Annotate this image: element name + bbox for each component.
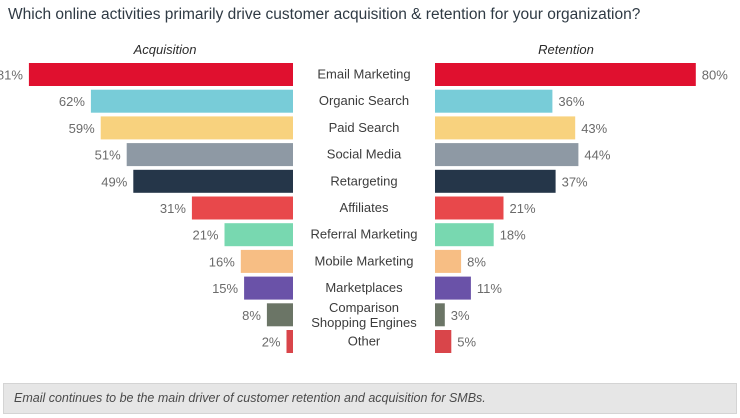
retention-bar-paid-search — [435, 116, 576, 140]
category-label-comparison-shopping-engines: Comparison Shopping Engines — [311, 300, 417, 330]
acquisition-value-organic-search: 62% — [59, 94, 85, 109]
acquisition-value-other: 2% — [262, 335, 281, 350]
retention-bar-social-media — [435, 143, 579, 167]
acquisition-bar-marketplaces — [244, 276, 293, 300]
acquisition-bar-affiliates — [191, 196, 293, 220]
acquisition-bar-referral-marketing — [224, 223, 293, 247]
category-label-social-media: Social Media — [327, 147, 402, 162]
category-label-email-marketing: Email Marketing — [317, 67, 410, 82]
category-label-marketplaces: Marketplaces — [325, 280, 403, 295]
acquisition-value-paid-search: 59% — [69, 121, 95, 136]
acquisition-value-affiliates: 31% — [160, 201, 186, 216]
retention-value-social-media: 44% — [584, 148, 610, 163]
category-label-retargeting: Retargeting — [330, 173, 397, 188]
retention-value-affiliates: 21% — [510, 201, 536, 216]
acquisition-value-referral-marketing: 21% — [192, 228, 218, 243]
acquisition-value-email-marketing: 81% — [0, 68, 23, 83]
acquisition-bar-mobile-marketing — [240, 249, 293, 273]
retention-bar-email-marketing — [435, 63, 696, 86]
category-label-organic-search: Organic Search — [319, 93, 409, 108]
retention-value-other: 5% — [457, 335, 476, 350]
retention-value-mobile-marketing: 8% — [467, 254, 486, 269]
footnote: Email continues to be the main driver of… — [3, 383, 737, 414]
category-label-mobile-marketing: Mobile Marketing — [315, 253, 414, 268]
acquisition-value-mobile-marketing: 16% — [209, 254, 235, 269]
retention-bar-comparison-shopping-engines — [435, 303, 445, 327]
retention-bar-other — [435, 330, 452, 353]
panel-label-acquisition: Acquisition — [133, 42, 197, 57]
retention-value-comparison-shopping-engines: 3% — [451, 308, 470, 323]
retention-bar-retargeting — [435, 169, 556, 193]
acquisition-value-comparison-shopping-engines: 8% — [242, 308, 261, 323]
retention-bar-referral-marketing — [435, 223, 494, 247]
retention-value-marketplaces: 11% — [477, 281, 502, 296]
panel-label-retention: Retention — [538, 42, 594, 57]
category-label-other: Other — [348, 334, 381, 349]
category-label-paid-search: Paid Search — [329, 120, 400, 135]
retention-bar-mobile-marketing — [435, 249, 462, 273]
chart-title: Which online activities primarily drive … — [8, 6, 641, 23]
acquisition-value-marketplaces: 15% — [212, 281, 238, 296]
acquisition-bar-email-marketing — [28, 63, 294, 86]
bars-layer: 81% 80% Email Marketing 62% 36% Organic Searc… — [0, 63, 728, 353]
acquisition-bar-retargeting — [133, 169, 293, 193]
butterfly-bar-chart: Acquisition Retention 81% 80% Email Market… — [0, 42, 728, 353]
retention-value-referral-marketing: 18% — [500, 228, 526, 243]
acquisition-value-social-media: 51% — [95, 148, 121, 163]
retention-value-paid-search: 43% — [581, 121, 607, 136]
retention-value-email-marketing: 80% — [702, 68, 728, 83]
retention-value-organic-search: 36% — [558, 94, 584, 109]
acquisition-value-retargeting: 49% — [101, 174, 127, 189]
category-label-referral-marketing: Referral Marketing — [311, 227, 418, 242]
retention-bar-organic-search — [435, 89, 553, 113]
retention-bar-affiliates — [435, 196, 504, 220]
acquisition-bar-comparison-shopping-engines — [266, 303, 293, 327]
acquisition-bar-paid-search — [100, 116, 293, 140]
retention-bar-marketplaces — [435, 276, 471, 300]
acquisition-bar-organic-search — [90, 89, 294, 113]
category-label-affiliates: Affiliates — [340, 200, 389, 215]
acquisition-bar-other — [286, 330, 293, 353]
acquisition-bar-social-media — [126, 143, 293, 167]
retention-value-retargeting: 37% — [562, 174, 588, 189]
